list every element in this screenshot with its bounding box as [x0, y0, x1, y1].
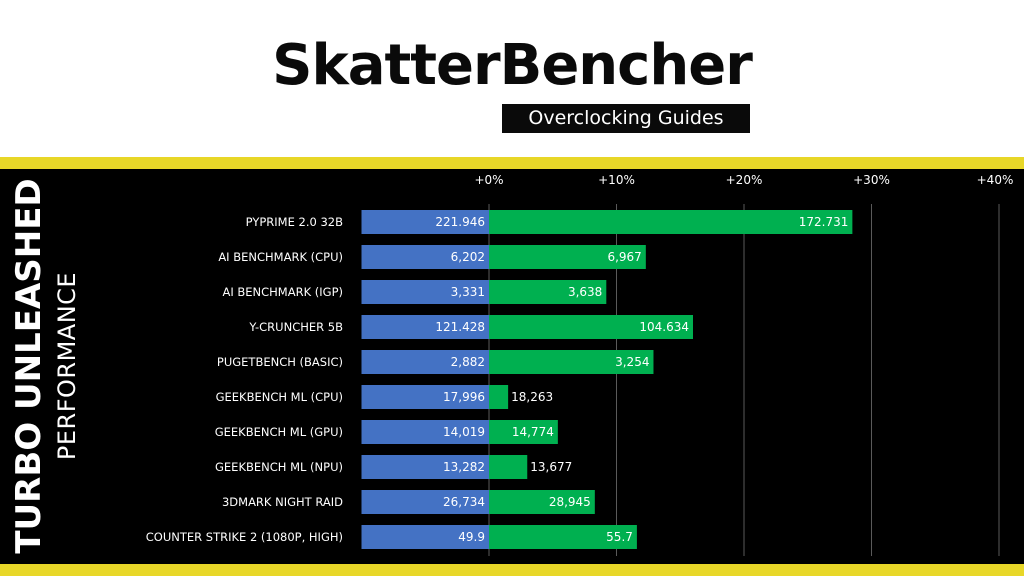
- category-label: GEEKBENCH ML (CPU): [216, 390, 343, 404]
- category-label: COUNTER STRIKE 2 (1080P, HIGH): [146, 530, 343, 544]
- category-label: AI BENCHMARK (IGP): [222, 285, 343, 299]
- gain-bar: [489, 210, 853, 234]
- category-label: GEEKBENCH ML (GPU): [215, 425, 343, 439]
- baseline-bar: [361, 350, 489, 374]
- category-label: PYPRIME 2.0 32B: [246, 215, 343, 229]
- baseline-bar: [361, 490, 489, 514]
- gain-value-label: 3,638: [568, 285, 602, 299]
- gain-value-label: 28,945: [549, 495, 591, 509]
- x-tick-label: +20%: [726, 173, 763, 187]
- category-label: AI BENCHMARK (CPU): [218, 250, 343, 264]
- gain-value-label: 172.731: [799, 215, 849, 229]
- brand-title: SkatterBencher: [272, 33, 753, 98]
- gain-bar: [489, 490, 595, 514]
- baseline-value-label: 26,734: [443, 495, 485, 509]
- baseline-bar: [361, 210, 489, 234]
- gain-value-label: 13,677: [530, 460, 572, 474]
- header: SkatterBencher Overclocking Guides: [0, 0, 1024, 157]
- top-accent-stripe: [0, 157, 1024, 169]
- gain-value-label: 55.7: [606, 530, 633, 544]
- baseline-bar: [361, 280, 489, 304]
- category-label: GEEKBENCH ML (NPU): [215, 460, 343, 474]
- baseline-bar: [361, 385, 489, 409]
- bottom-accent-stripe: [0, 564, 1024, 576]
- gain-bar: [489, 420, 558, 444]
- baseline-value-label: 17,996: [443, 390, 485, 404]
- category-label: 3DMARK NIGHT RAID: [222, 495, 343, 509]
- brand-subtitle: Overclocking Guides: [502, 104, 750, 133]
- gain-bar: [489, 315, 693, 339]
- category-label: PUGETBENCH (BASIC): [217, 355, 343, 369]
- baseline-bar: [361, 420, 489, 444]
- baseline-value-label: 221.946: [435, 215, 485, 229]
- gain-value-label: 6,967: [607, 250, 641, 264]
- baseline-value-label: 3,331: [451, 285, 485, 299]
- gain-bar: [489, 455, 528, 479]
- x-tick-label: +0%: [474, 173, 503, 187]
- gain-value-label: 104.634: [639, 320, 689, 334]
- baseline-value-label: 121.428: [435, 320, 485, 334]
- gain-value-label: 14,774: [512, 425, 554, 439]
- x-tick-label: +10%: [598, 173, 635, 187]
- gain-value-label: 18,263: [511, 390, 553, 404]
- baseline-value-label: 2,882: [451, 355, 485, 369]
- baseline-bar: [361, 525, 489, 549]
- baseline-value-label: 49.9: [458, 530, 485, 544]
- gain-bar: [489, 350, 654, 374]
- baseline-value-label: 13,282: [443, 460, 485, 474]
- baseline-bar: [361, 315, 489, 339]
- x-tick-label: +40%: [977, 173, 1014, 187]
- baseline-value-label: 14,019: [443, 425, 485, 439]
- gain-bar: [489, 245, 646, 269]
- gain-bar: [489, 525, 637, 549]
- baseline-bar: [361, 245, 489, 269]
- category-label: Y-CRUNCHER 5B: [248, 320, 343, 334]
- gain-bar: [489, 280, 607, 304]
- gain-value-label: 3,254: [615, 355, 649, 369]
- baseline-bar: [361, 455, 489, 479]
- baseline-value-label: 6,202: [451, 250, 485, 264]
- x-tick-label: +30%: [853, 173, 890, 187]
- gain-bar: [489, 385, 509, 409]
